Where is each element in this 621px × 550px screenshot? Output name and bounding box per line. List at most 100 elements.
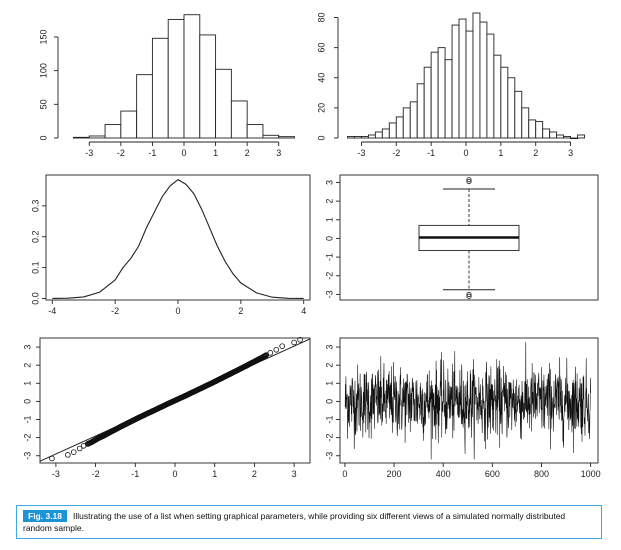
density-curve (52, 179, 304, 300)
panel-top-right: -3 -2 -1 0 1 2 3 0 20 40 60 80 (316, 12, 585, 158)
panel-bottom-left: -3 -2 -1 0 1 2 3 -3 -2 -1 0 1 2 3 (22, 337, 311, 479)
y-tick-label: 150 (38, 29, 48, 44)
plot-frame (339, 174, 599, 301)
y-tick-label: -3 (324, 290, 334, 298)
y-tick-label: 0 (22, 399, 32, 404)
histogram-bar (493, 54, 502, 139)
y-tick-label: 80 (316, 13, 326, 23)
histogram-bar (500, 66, 509, 139)
histogram-bars (73, 14, 295, 139)
plot-frame (339, 337, 599, 464)
x-tick-label: 0 (342, 469, 347, 479)
x-tick-label: -3 (52, 469, 60, 479)
histogram-bars (347, 12, 585, 140)
histogram-bar (451, 24, 460, 139)
x-tick-label: -2 (392, 148, 400, 158)
x-tick-label: -1 (427, 148, 435, 158)
histogram-bar (416, 83, 425, 139)
x-tick-label: 0 (181, 148, 186, 158)
histogram-bar (347, 136, 355, 139)
histogram-bar (104, 124, 122, 139)
y-tick-label: -2 (22, 434, 32, 442)
histogram-bar (246, 124, 264, 139)
y-tick-label: 60 (316, 43, 326, 53)
x-tick-label: 1 (212, 469, 217, 479)
y-tick-label: -3 (324, 452, 334, 460)
histogram-bar (437, 47, 446, 139)
qq-point (70, 449, 77, 455)
histogram-bar (542, 128, 551, 139)
histogram-bar (367, 134, 376, 139)
histogram-bar (549, 131, 558, 139)
histogram-bar (556, 134, 565, 139)
y-tick-label: 100 (38, 63, 48, 78)
histogram-bar (395, 116, 404, 139)
histogram-bar (230, 100, 248, 139)
y-tick-label: -2 (324, 272, 334, 280)
x-tick-label: 0 (175, 306, 180, 316)
x-tick-label: -4 (48, 306, 56, 316)
histogram-bar (402, 107, 411, 139)
qq-point (273, 346, 280, 353)
histogram-bar (521, 107, 530, 139)
y-axis: 0 20 40 60 80 (316, 13, 339, 141)
y-tick-label: -1 (22, 416, 32, 424)
x-tick-label: -3 (85, 148, 93, 158)
y-tick-label: 0.0 (30, 292, 40, 305)
histogram-bar (88, 135, 106, 139)
histogram-bar (388, 122, 397, 139)
x-tick-label: 2 (238, 306, 243, 316)
y-tick-label: 2 (324, 363, 334, 368)
histogram-bar (360, 136, 369, 139)
y-axis: -3 -2 -1 0 1 2 3 (324, 180, 340, 298)
x-tick-label: 3 (292, 469, 297, 479)
y-axis: -3 -2 -1 0 1 2 3 (324, 345, 340, 460)
histogram-bar (577, 134, 585, 139)
x-tick-label: 1 (213, 148, 218, 158)
y-tick-label: 1 (324, 217, 334, 222)
histogram-bar (507, 77, 516, 139)
histogram-bar (167, 18, 185, 139)
x-tick-label: -2 (111, 306, 119, 316)
qq-point (279, 343, 286, 349)
histogram-bar (73, 136, 90, 139)
y-tick-label: 1 (22, 381, 32, 386)
panel-middle-left: -4 -2 0 2 4 0.0 0.1 0.2 0.3 (30, 174, 311, 316)
panel-middle-right: -3 -2 -1 0 1 2 3 (324, 174, 599, 301)
histogram-bar (465, 30, 474, 139)
x-axis: -3 -2 -1 0 1 2 3 (85, 141, 281, 158)
histogram-bar (479, 21, 488, 139)
y-tick-label: 0 (324, 236, 334, 241)
qq-point (49, 455, 55, 462)
histogram-bar (409, 101, 418, 139)
histogram-bar (262, 134, 280, 139)
y-tick-label: 3 (324, 180, 334, 185)
y-tick-label: 0.1 (30, 261, 40, 274)
x-axis: -3 -2 -1 0 1 2 3 (357, 141, 573, 158)
y-tick-label: 2 (22, 363, 32, 368)
histogram-bar (563, 136, 572, 139)
y-tick-label: 1 (324, 381, 334, 386)
y-tick-label: -1 (324, 253, 334, 261)
outlier-point (466, 291, 472, 298)
histogram-bar (486, 33, 495, 139)
x-tick-label: -2 (92, 469, 100, 479)
panel-bottom-right: 0 200 400 600 800 1000 -3 -2 -1 0 1 2 3 (324, 337, 601, 479)
histogram-bar (215, 68, 232, 139)
outlier-point (466, 293, 472, 299)
y-tick-label: 0 (316, 135, 326, 140)
x-tick-label: 1 (498, 148, 503, 158)
qq-point (291, 339, 297, 346)
qq-point (267, 350, 274, 356)
figure-tag: Fig. 3.18 (23, 510, 68, 522)
histogram-bar (472, 12, 481, 139)
y-tick-label: 50 (38, 99, 48, 109)
histogram-bar (423, 66, 432, 139)
histogram-bar (151, 37, 169, 139)
x-tick-label: 3 (568, 148, 573, 158)
y-axis: 0 50 100 150 (38, 29, 59, 141)
histogram-bar (136, 74, 153, 139)
x-tick-label: -1 (148, 148, 156, 158)
y-tick-label: -1 (324, 416, 334, 424)
